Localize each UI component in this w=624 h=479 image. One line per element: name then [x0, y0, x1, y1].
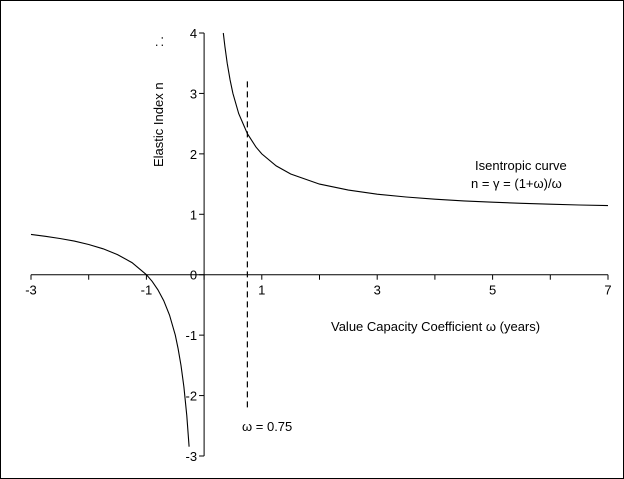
x-axis-label: Value Capacity Coefficient ω (years) — [331, 319, 540, 334]
x-tick-label: 5 — [489, 283, 496, 298]
x-tick-label: -1 — [141, 283, 153, 298]
curve-title-annotation: Isentropic curve — [475, 158, 567, 173]
x-tick-label: 3 — [374, 283, 381, 298]
y-tick-label: 1 — [190, 207, 197, 222]
curve-segment-2 — [222, 32, 609, 207]
x-tick-label: 1 — [258, 283, 265, 298]
y-tick-label: 0 — [190, 268, 197, 283]
x-tick-label: -3 — [25, 283, 37, 298]
y-tick-label: -3 — [186, 449, 198, 464]
series-layer — [30, 32, 609, 447]
y-tick-label: 2 — [190, 147, 197, 162]
y-axis-label-suffix: : . — [151, 36, 166, 47]
y-tick-label: 4 — [190, 26, 197, 41]
x-tick-label: 7 — [604, 283, 611, 298]
y-ticks: -3 -2 -1 0 1 2 3 4 — [186, 26, 205, 464]
axes — [31, 33, 608, 456]
curve-segment-1 — [30, 233, 190, 447]
y-tick-label: -2 — [186, 389, 198, 404]
vline-label: ω = 0.75 — [242, 419, 292, 434]
y-tick-label: 3 — [190, 86, 197, 101]
y-tick-label: -1 — [186, 328, 198, 343]
x-ticks: -3 -1 1 3 5 7 — [25, 274, 612, 298]
curve-formula-annotation: n = γ = (1+ω)/ω — [471, 176, 562, 191]
y-axis-label: Elastic Index n — [151, 82, 166, 167]
